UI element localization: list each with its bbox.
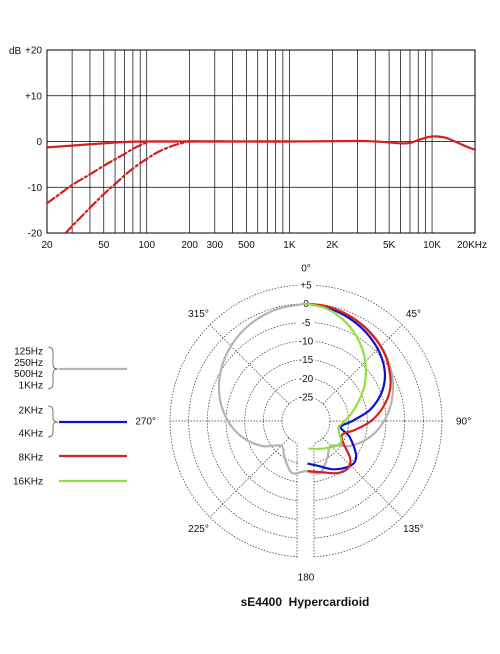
y-unit-label: dB <box>9 46 22 57</box>
polar-ring-inner <box>281 396 331 446</box>
x-tick-label: 1K <box>283 240 296 251</box>
frequency-response-chart: dB +20 +10 0 -10 -20 20 50 100 200 300 500 1K 2K 5K 1… <box>9 46 487 252</box>
angle-label: 315° <box>188 309 209 320</box>
legend-label: 16KHz <box>13 477 43 488</box>
polar-spoke <box>322 437 403 518</box>
legend-label: 500Hz <box>14 369 43 380</box>
polar-spoke <box>209 324 290 405</box>
angle-label: 135° <box>403 524 424 535</box>
polar-curve-3 <box>305 302 392 475</box>
legend-label: 4KHz <box>19 429 43 440</box>
x-tick-label: 50 <box>98 240 110 251</box>
polar-angle-labels: 0° 45° 90° 135° 180 225° 270° 315° <box>135 264 471 584</box>
legend-brace <box>47 405 59 438</box>
angle-label: 225° <box>188 524 209 535</box>
ring-label: +5 <box>300 281 312 292</box>
ring-label: -15 <box>299 355 314 366</box>
response-curve-3 <box>64 140 291 235</box>
polar-curve-1 <box>217 302 395 475</box>
legend-label: 2KHz <box>19 406 43 417</box>
legend-brace <box>47 346 59 390</box>
polar-pattern-chart: +50-5-10-15-20-25 0°45°90°135°180225°270… <box>13 264 471 610</box>
legend-label: 125Hz <box>14 347 43 358</box>
polar-spoke <box>322 324 403 405</box>
x-tick-label: 500 <box>238 240 255 251</box>
plot-border <box>46 49 476 234</box>
angle-label: 0° <box>301 264 311 275</box>
polar-curve-4 <box>305 302 367 450</box>
freq-series <box>45 135 477 235</box>
x-tick-label: 2K <box>326 240 339 251</box>
response-curve-1 <box>45 135 477 151</box>
x-tick-label: 20KHz <box>457 240 487 251</box>
x-tick-labels: 20 50 100 200 300 500 1K 2K 5K 10K 20KHz <box>41 240 487 251</box>
angle-label: 45° <box>406 309 421 320</box>
ring-label: -5 <box>302 318 311 329</box>
x-tick-label: 200 <box>181 240 198 251</box>
polar-ring <box>206 321 406 521</box>
y-tick-label: -10 <box>28 183 43 194</box>
polar-series <box>217 302 395 475</box>
angle-label: 270° <box>135 417 156 428</box>
legend-label: 8KHz <box>19 453 43 464</box>
freq-plot-frame <box>46 49 476 234</box>
polar-curve-2 <box>305 302 387 471</box>
polar-chart-title: sE4400 Hypercardioid <box>241 595 370 609</box>
x-tick-label: 5K <box>383 240 396 251</box>
y-tick-label: -20 <box>28 229 43 240</box>
ring-label: -25 <box>299 393 314 404</box>
bottom-strip <box>298 443 314 559</box>
legend-label: 1KHz <box>19 380 43 391</box>
polar-spoke <box>209 437 290 518</box>
angle-label: 90° <box>456 417 471 428</box>
x-tick-label: 20 <box>41 240 53 251</box>
y-tick-labels: +20 +10 0 -10 -20 <box>25 46 42 240</box>
y-tick-label: 0 <box>36 137 42 148</box>
ring-label: -10 <box>299 337 314 348</box>
x-tick-label: 300 <box>206 240 223 251</box>
response-curve-2 <box>45 140 291 205</box>
scale-strip <box>297 283 315 399</box>
y-tick-label: +20 <box>25 46 42 57</box>
x-tick-label: 100 <box>138 240 155 251</box>
x-tick-label: 10K <box>423 240 441 251</box>
ring-label: -20 <box>299 374 314 385</box>
y-tick-label: +10 <box>25 91 42 102</box>
legend-label: 250Hz <box>14 358 43 369</box>
angle-label: 180 <box>298 573 315 584</box>
